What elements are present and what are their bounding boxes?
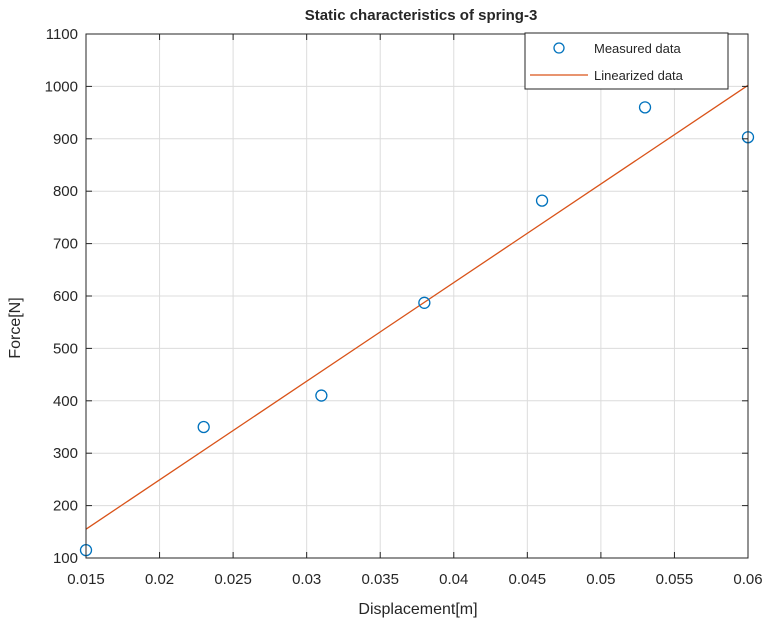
- measured-data-point: [197, 420, 210, 434]
- y-tick-label: 300: [53, 445, 78, 462]
- chart-title: Static characteristics of spring-3: [305, 7, 538, 24]
- measured-data-point: [315, 389, 328, 402]
- x-tick-label: 0.03: [292, 571, 321, 588]
- x-axis-label: Displacement[m]: [358, 601, 477, 618]
- y-tick-label: 900: [53, 131, 78, 148]
- x-tick-label: 0.045: [509, 571, 547, 588]
- x-tick-label: 0.015: [67, 571, 105, 588]
- y-tick-label: 800: [53, 183, 78, 200]
- measured-data-point: [638, 101, 652, 114]
- y-tick-label: 700: [53, 236, 78, 253]
- measured-data-point: [535, 194, 549, 207]
- x-tick-labels: 0.015 0.02 0.025 0.03 0.035 0.04 0.045 0.05 0.05…: [67, 571, 762, 588]
- y-tick-label: 500: [53, 340, 78, 357]
- y-tick-label: 400: [53, 393, 78, 410]
- y-tick-label: 600: [53, 288, 78, 305]
- y-axis-label: Force[N]: [7, 297, 24, 358]
- x-tick-label: 0.02: [145, 571, 174, 588]
- legend-label-measured: Measured data: [594, 41, 681, 56]
- y-tick-labels: 100 200 300 400 500 600 700 800 900 1000 1100: [45, 26, 78, 567]
- x-tick-label: 0.025: [214, 571, 252, 588]
- linearized-data-line: [85, 84, 749, 530]
- legend-marker-measured: [553, 42, 565, 54]
- legend: Measured data Linearized data: [524, 32, 729, 90]
- y-tick-label: 1000: [45, 78, 78, 95]
- legend-box: [524, 32, 729, 90]
- y-tick-label: 100: [53, 550, 78, 567]
- y-tick-label: 1100: [46, 26, 78, 43]
- x-tick-label: 0.04: [439, 571, 468, 588]
- x-tick-label: 0.035: [361, 571, 399, 588]
- x-tick-label: 0.05: [586, 571, 615, 588]
- tick-marks: [85, 33, 749, 559]
- linearized-line-layer: [85, 84, 749, 530]
- y-tick-label: 200: [53, 498, 78, 515]
- measured-data-point: [418, 296, 431, 309]
- x-tick-label: 0.06: [733, 571, 762, 588]
- legend-label-linearized: Linearized data: [594, 68, 684, 83]
- grid-lines: [85, 33, 749, 559]
- x-tick-label: 0.055: [656, 571, 694, 588]
